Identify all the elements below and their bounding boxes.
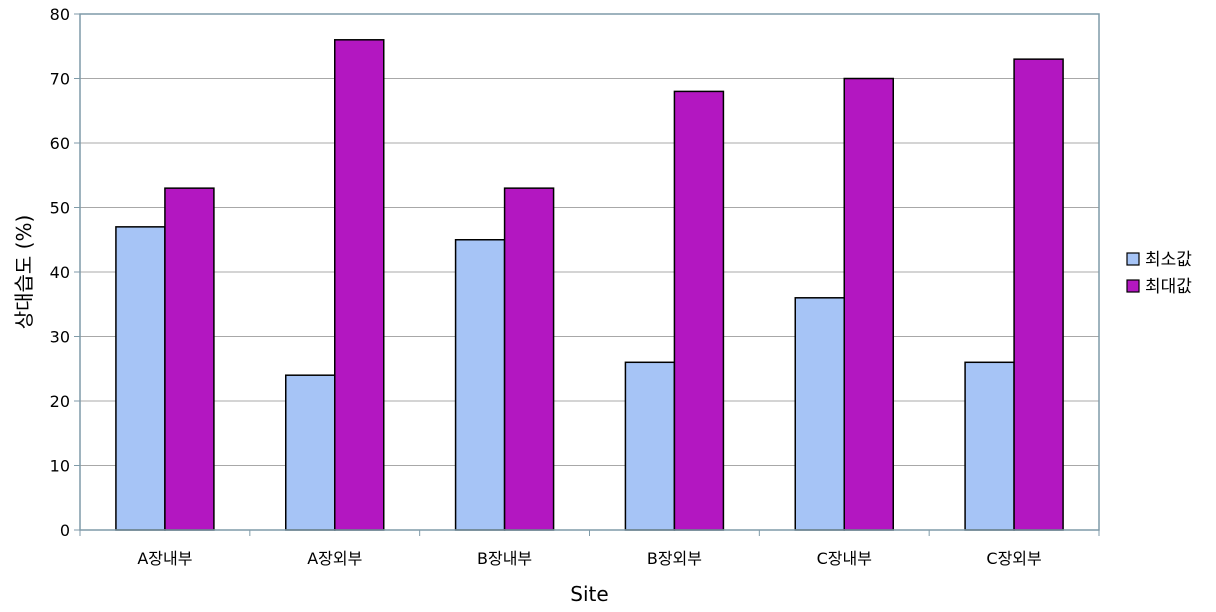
bar bbox=[334, 39, 385, 531]
x-axis-ticks: A장내부 A장외부 B장내부 B장외부 C장내부 C장외부 bbox=[79, 530, 1100, 568]
bar bbox=[115, 226, 166, 531]
bar bbox=[503, 187, 555, 531]
y-axis-title: 상대습도 (%) bbox=[12, 215, 36, 330]
legend-label: 최대값 bbox=[1145, 277, 1192, 297]
gridlines bbox=[80, 78, 1099, 466]
x-axis-title: Site bbox=[570, 582, 608, 606]
y-axis-ticks: 0 10 20 30 40 50 60 70 80 bbox=[50, 5, 80, 540]
y-tick-label: 40 bbox=[50, 263, 70, 282]
y-tick-label: 60 bbox=[50, 134, 70, 153]
legend-label: 최소값 bbox=[1145, 250, 1192, 270]
x-tick-label: B장내부 bbox=[477, 549, 532, 568]
bar bbox=[454, 239, 506, 531]
x-tick-label: C장외부 bbox=[986, 549, 1041, 568]
bar bbox=[673, 90, 725, 531]
bar bbox=[794, 297, 845, 531]
y-tick-label: 50 bbox=[50, 199, 70, 218]
y-tick-label: 0 bbox=[60, 521, 70, 540]
y-tick-label: 30 bbox=[50, 328, 70, 347]
bar bbox=[964, 361, 1015, 531]
y-tick-label: 20 bbox=[50, 392, 70, 411]
bar bbox=[164, 187, 215, 531]
y-tick-label: 80 bbox=[50, 5, 70, 24]
x-tick-label: C장내부 bbox=[817, 549, 872, 568]
x-tick-label: A장외부 bbox=[307, 549, 362, 568]
bar bbox=[285, 374, 336, 531]
y-tick-label: 70 bbox=[50, 70, 70, 89]
y-tick-label: 10 bbox=[50, 457, 70, 476]
legend-swatch bbox=[1126, 252, 1140, 266]
x-tick-label: B장외부 bbox=[647, 549, 702, 568]
bar bbox=[843, 77, 894, 531]
bar bbox=[624, 361, 676, 531]
bar bbox=[1013, 58, 1064, 531]
x-tick-label: A장내부 bbox=[137, 549, 192, 568]
bars bbox=[115, 39, 1064, 531]
legend-swatch bbox=[1126, 279, 1140, 293]
